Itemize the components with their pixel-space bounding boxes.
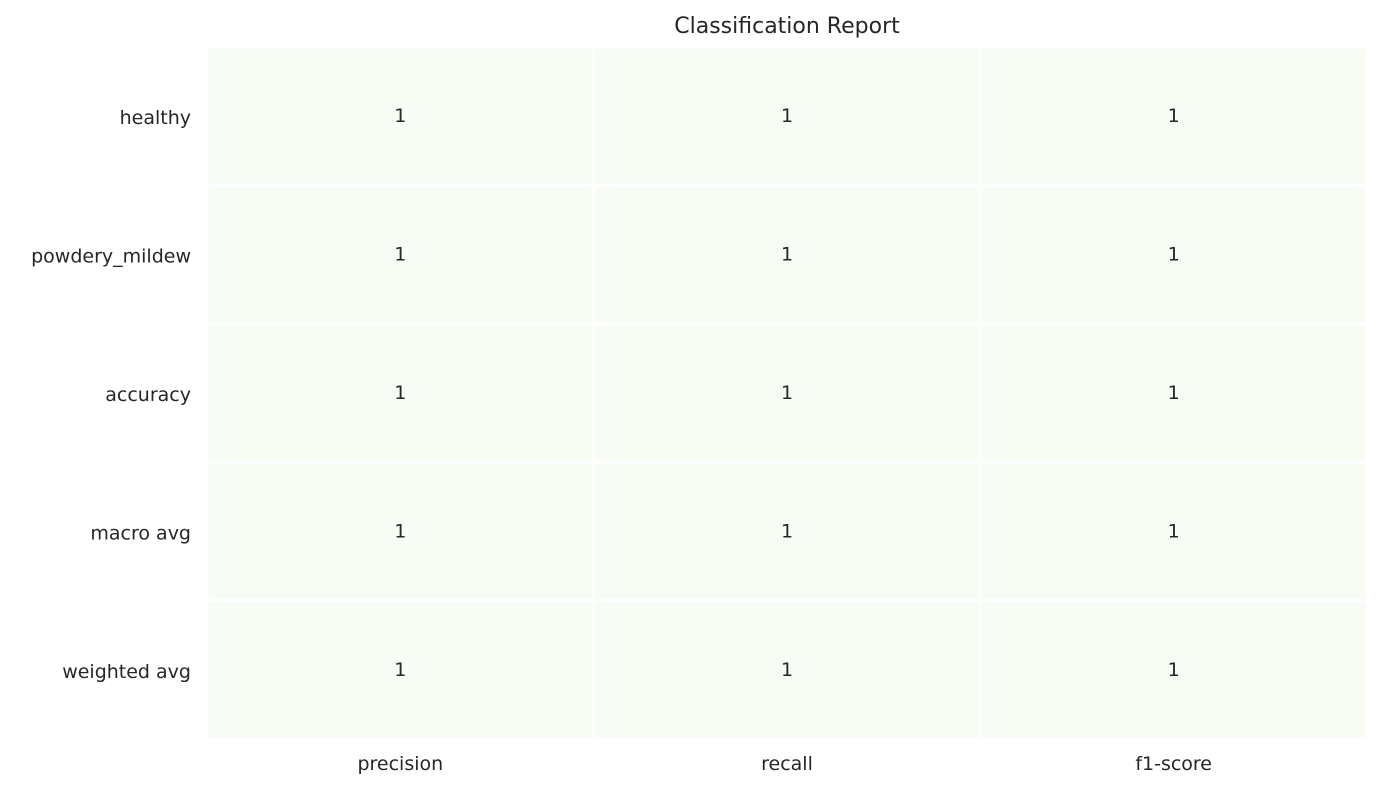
cell-value-label: 1 [781,659,793,681]
cell-value-label: 1 [394,382,406,404]
cell-value-label: 1 [781,520,793,542]
y-tick-label-healthy: healthy [120,107,191,129]
heatmap-cell-powdery-mildew-f1-score [981,186,1366,323]
cell-value-label: 1 [781,244,793,266]
cell-value-label: 1 [1168,105,1180,127]
heatmap-cell-accuracy-f1-score [981,325,1366,461]
heatmap-cell-powdery-mildew-recall [595,186,979,323]
y-tick-label-macro-avg: macro avg [90,522,191,544]
heatmap-cell-accuracy-recall [595,325,979,461]
heatmap-cell-weighted-avg-f1-score [981,602,1366,738]
x-tick-label-recall: recall [761,753,813,775]
x-tick-label-precision: precision [357,753,443,775]
heatmap-cells [208,48,1366,738]
cell-value-label: 1 [781,382,793,404]
heatmap-cell-weighted-avg-precision [208,602,593,738]
heatmap-cell-accuracy-precision [208,325,593,461]
heatmap-cell-healthy-f1-score [981,48,1366,184]
heatmap-cell-healthy-recall [595,48,979,184]
cell-value-label: 1 [781,105,793,127]
cell-value-label: 1 [394,244,406,266]
y-axis-tick-labels: healthy powdery_mildew accuracy macro avg we… [31,107,191,683]
cell-value-label: 1 [1168,659,1180,681]
heatmap-cell-powdery-mildew-precision [208,186,593,323]
cell-value-label: 1 [1168,382,1180,404]
heatmap-cell-macro-avg-recall [595,463,979,600]
cell-value-label: 1 [394,659,406,681]
cell-value-label: 1 [394,105,406,127]
heatmap-cell-healthy-precision [208,48,593,184]
x-axis-tick-labels: precision recall f1-score [357,753,1212,775]
cell-value-label: 1 [1168,520,1180,542]
heatmap-cell-macro-avg-precision [208,463,593,600]
chart-title: Classification Report [674,14,900,39]
heatmap-cell-weighted-avg-recall [595,602,979,738]
cell-value-labels: 1 1 1 1 1 1 1 1 1 1 1 1 1 1 1 [394,105,1179,681]
y-tick-label-weighted-avg: weighted avg [62,661,191,683]
y-tick-label-accuracy: accuracy [105,384,191,406]
heatmap-cell-macro-avg-f1-score [981,463,1366,600]
y-tick-label-powdery-mildew: powdery_mildew [31,246,191,268]
cell-value-label: 1 [394,520,406,542]
x-tick-label-f1-score: f1-score [1135,753,1212,775]
cell-value-label: 1 [1168,244,1180,266]
